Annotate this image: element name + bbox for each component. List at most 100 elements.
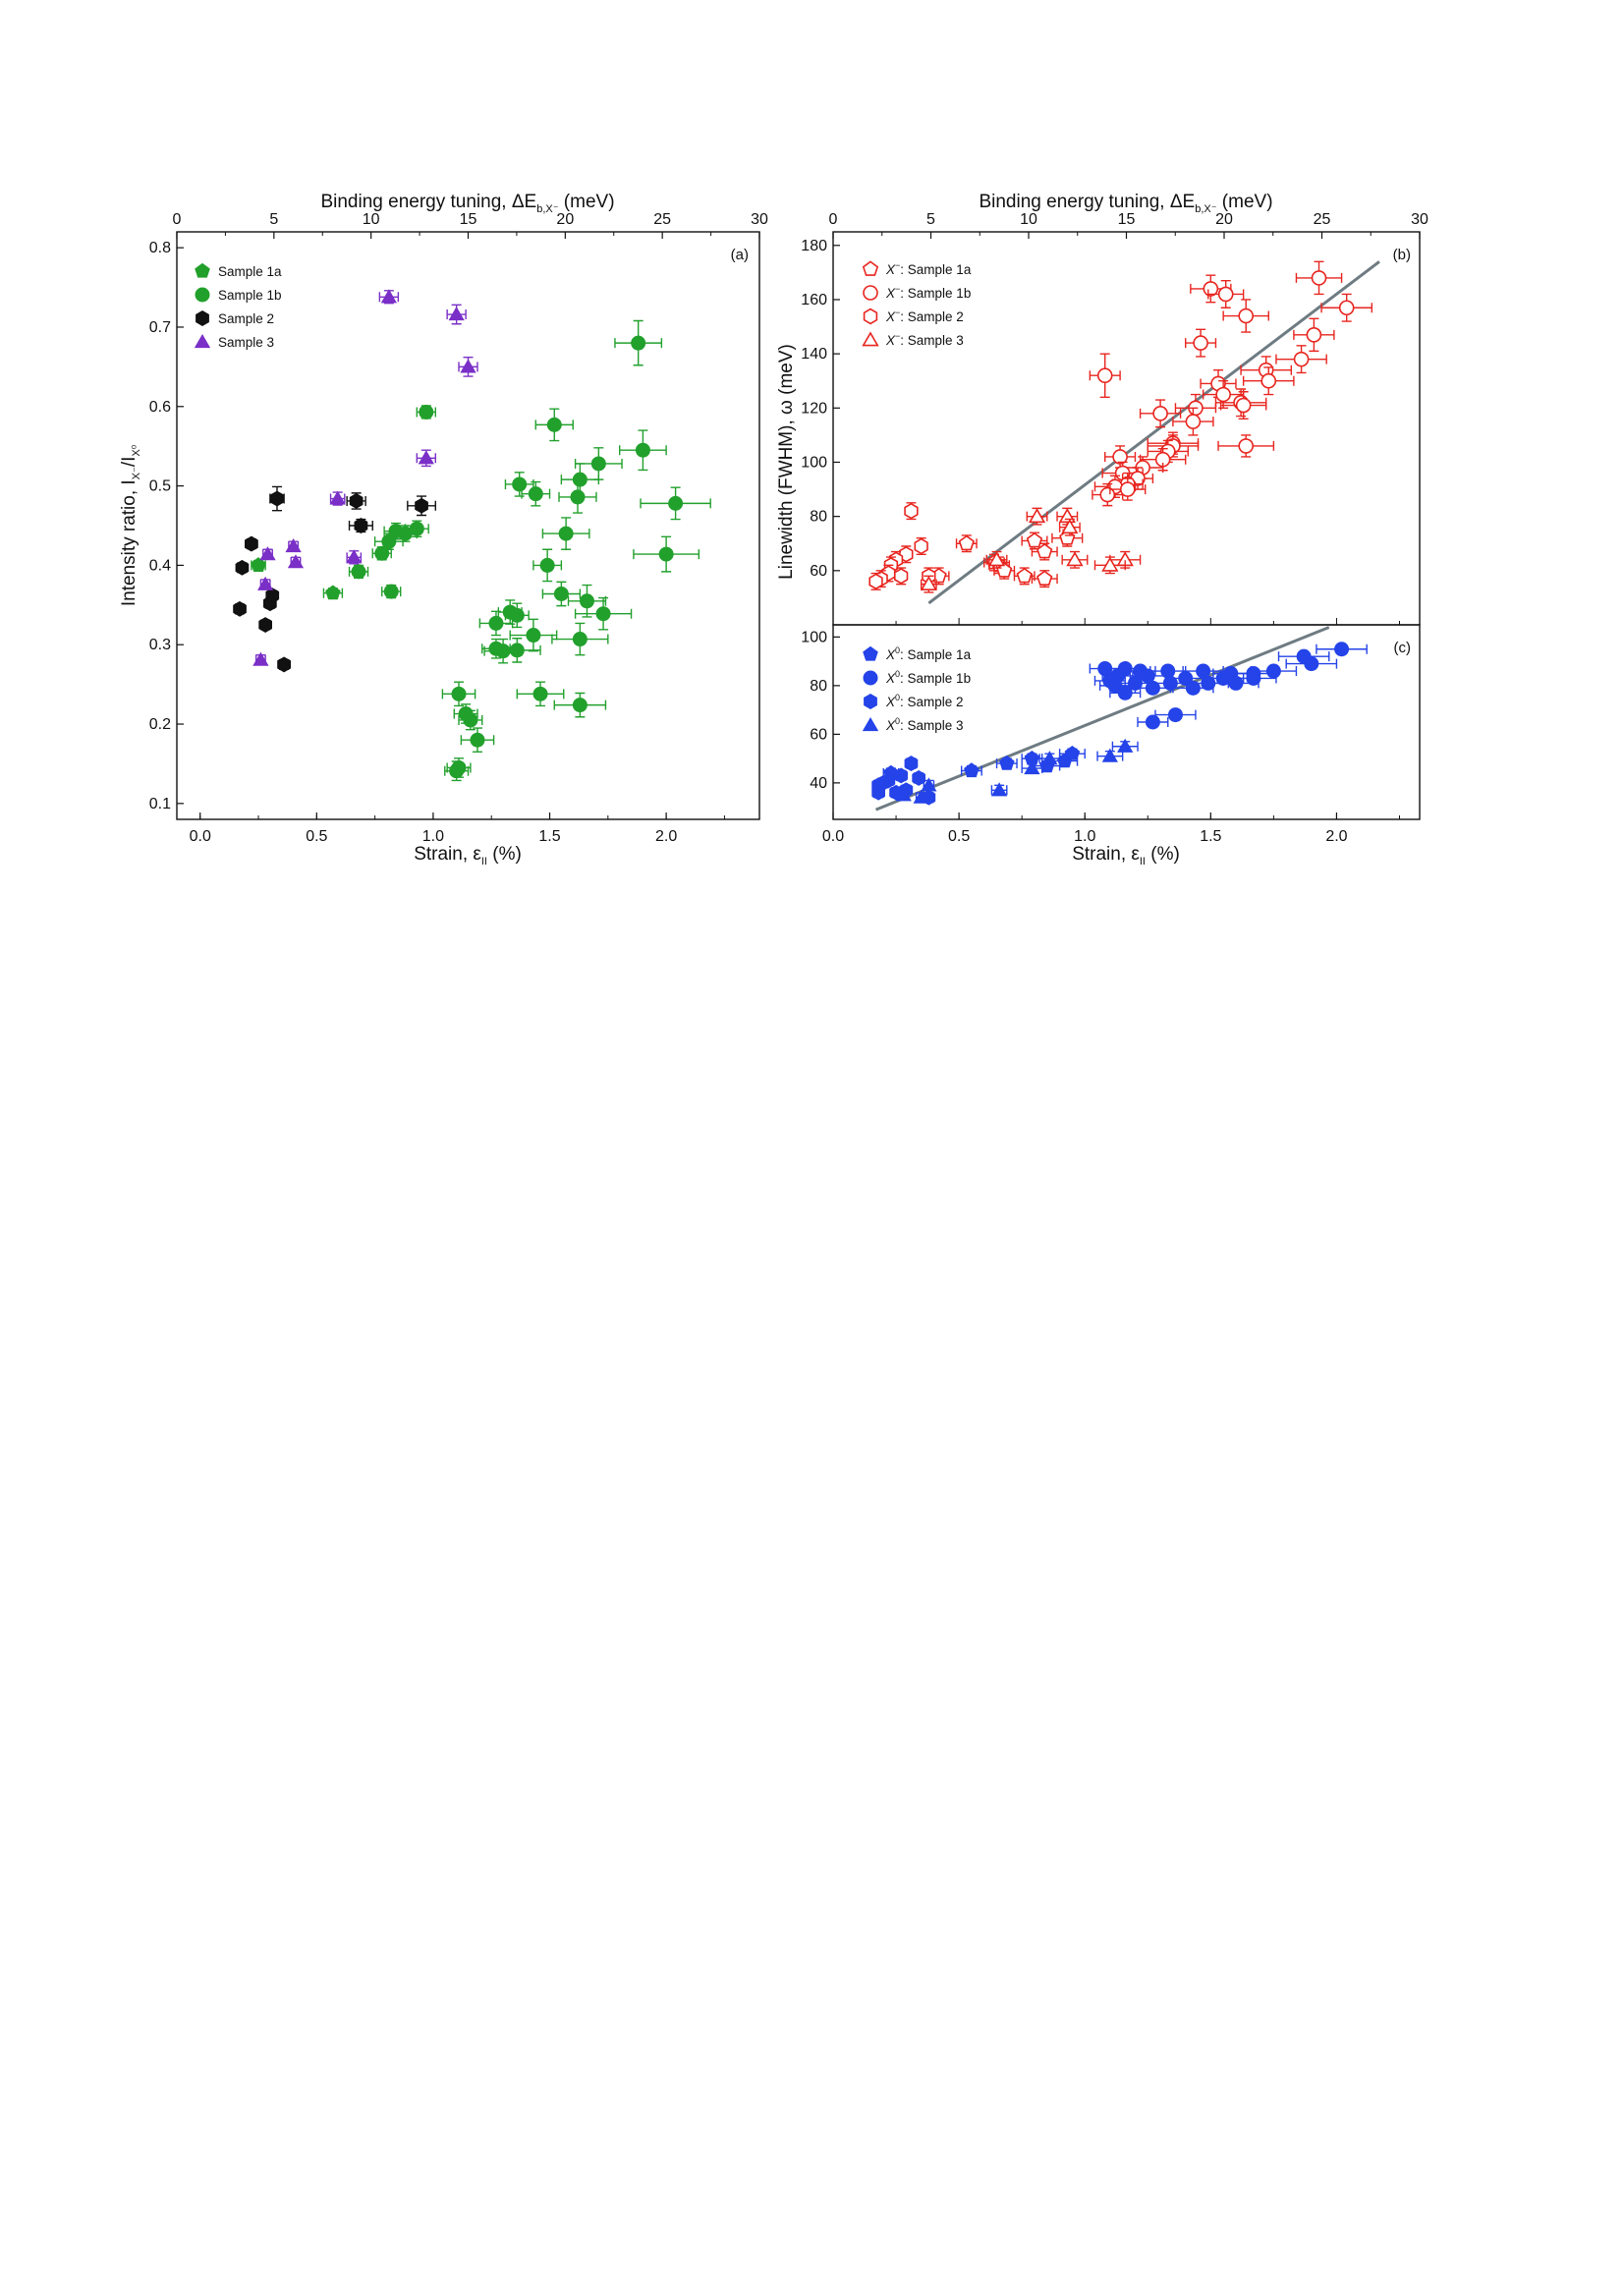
marker-hexagon <box>894 767 908 784</box>
y-tick-label: 160 <box>801 292 827 308</box>
marker-triangle <box>987 551 1006 567</box>
data-point <box>285 538 302 553</box>
data-point <box>893 567 909 586</box>
data-point <box>633 535 700 573</box>
data-point <box>235 559 250 576</box>
data-point <box>1093 556 1126 575</box>
data-point <box>640 486 711 521</box>
panel-b-x2-label: Binding energy tuning, ΔEb,X⁻ (meV) <box>979 192 1272 215</box>
marker-circle <box>572 472 588 487</box>
data-point <box>1139 447 1187 472</box>
data-point <box>921 777 937 792</box>
panel-c-ticks: 0.0 0.5 1.0 1.5 2.0 40 60 80 100 <box>801 629 1401 845</box>
marker-triangle <box>1041 751 1058 765</box>
data-point <box>904 756 919 771</box>
legend-entry: Sample 1b <box>195 287 282 303</box>
data-point <box>558 480 597 514</box>
x-tick-label: 0.5 <box>948 828 970 845</box>
data-point <box>1185 328 1217 358</box>
data-point <box>1051 529 1084 547</box>
marker-circle <box>1238 308 1255 324</box>
data-point <box>985 550 1008 569</box>
x-tick-label: 0.5 <box>306 828 327 845</box>
x-tick-label: 1.5 <box>538 828 560 845</box>
legend-label: Sample 1a <box>218 264 282 279</box>
y-tick-label: 0.7 <box>149 319 171 336</box>
legend-entry: Sample 2 <box>196 310 274 326</box>
data-point <box>348 518 373 533</box>
legend-marker-hexagon <box>863 308 878 325</box>
marker-circle <box>451 686 467 701</box>
data-point <box>504 472 534 497</box>
marker-hexagon <box>914 537 928 555</box>
data-point <box>532 548 563 583</box>
marker-triangle <box>1101 556 1119 572</box>
data-point <box>618 429 667 472</box>
y-tick-label: 0.6 <box>149 399 171 416</box>
data-point <box>1207 279 1245 308</box>
y-tick-label: 120 <box>801 400 827 417</box>
marker-circle <box>512 476 528 492</box>
panel-a-label: (a) <box>731 247 749 263</box>
marker-hexagon <box>893 568 909 585</box>
data-point <box>1222 299 1269 333</box>
data-point <box>1111 738 1139 753</box>
data-point <box>381 584 402 599</box>
marker-hexagon <box>912 770 925 786</box>
data-point <box>1089 353 1121 398</box>
marker-circle <box>1260 372 1277 389</box>
data-point <box>263 595 277 612</box>
data-point <box>1250 663 1298 679</box>
marker-circle <box>463 712 478 728</box>
legend-label: X0: Sample 3 <box>885 716 964 733</box>
marker-circle <box>1293 351 1310 367</box>
marker-triangle <box>1061 519 1079 534</box>
marker-circle <box>1265 663 1281 679</box>
marker-hexagon <box>263 595 277 612</box>
marker-circle <box>470 732 485 748</box>
y-tick-label: 80 <box>810 678 827 695</box>
data-point <box>1104 445 1137 469</box>
data-point <box>1058 518 1081 536</box>
data-point <box>990 782 1008 797</box>
panel-b: 0 5 10 15 20 25 30 60 80 100 120 140 160 180 (b) X−: … <box>801 192 1428 626</box>
marker-circle <box>1117 685 1133 700</box>
marker-circle <box>572 698 588 713</box>
data-point <box>441 681 476 707</box>
legend-marker-triangle <box>194 334 211 349</box>
marker-hexagon <box>868 573 883 590</box>
legend-entry: X0: Sample 1b <box>863 669 971 686</box>
marker-triangle <box>921 777 937 792</box>
y-tick-label: 60 <box>810 726 827 743</box>
marker-pentagon <box>325 585 341 600</box>
legend-label: Sample 2 <box>218 311 274 326</box>
data-point <box>346 492 366 510</box>
marker-circle <box>1238 438 1255 454</box>
marker-circle <box>1145 714 1160 730</box>
marker-circle <box>1246 670 1261 686</box>
legend-entry: X−: Sample 3 <box>862 331 964 348</box>
data-point <box>1275 345 1327 374</box>
data-point <box>504 602 530 629</box>
marker-circle <box>668 495 684 511</box>
marker-triangle <box>913 789 929 804</box>
marker-circle <box>488 615 504 631</box>
data-point <box>920 575 937 593</box>
x-tick-label: 0.0 <box>190 828 211 845</box>
marker-triangle <box>920 575 937 591</box>
x-tick-label: 1.5 <box>1200 828 1221 845</box>
marker-circle <box>1215 386 1231 403</box>
marker-circle <box>595 606 611 622</box>
data-point <box>1038 751 1061 765</box>
marker-circle <box>558 526 574 541</box>
marker-pentagon <box>964 762 980 778</box>
marker-circle <box>449 763 465 779</box>
data-point <box>444 760 470 782</box>
y-tick-label: 0.2 <box>149 716 171 733</box>
data-point <box>574 596 633 631</box>
marker-circle <box>572 632 588 647</box>
data-point <box>955 534 978 553</box>
legend-entry: Sample 1a <box>195 262 282 279</box>
marker-hexagon <box>904 756 919 771</box>
data-point <box>995 755 1018 770</box>
